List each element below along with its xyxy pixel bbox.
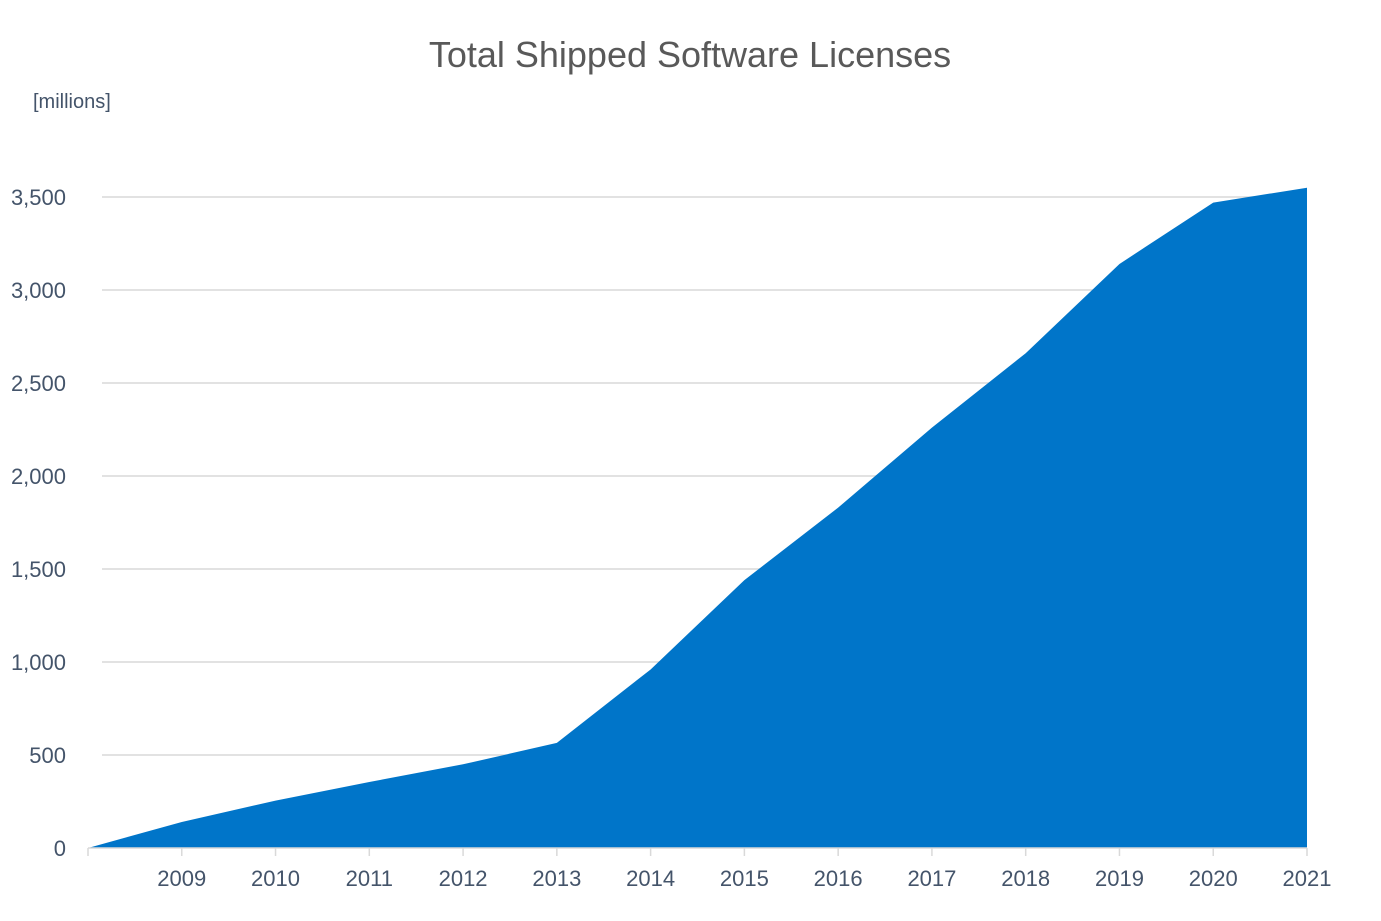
x-tick-label: 2009: [157, 866, 206, 891]
x-tick-label: 2012: [439, 866, 488, 891]
y-tick-label: 2,000: [11, 464, 66, 489]
x-tick-label: 2014: [626, 866, 675, 891]
x-tick-label: 2011: [346, 866, 393, 891]
x-tick-label: 2010: [251, 866, 300, 891]
x-tick-label: 2021: [1283, 866, 1332, 891]
x-axis: [87, 847, 1308, 856]
y-tick-label: 2,500: [11, 371, 66, 396]
x-tick-label: 2017: [907, 866, 956, 891]
area-fill: [88, 187, 1307, 848]
x-tick-label: 2019: [1095, 866, 1144, 891]
x-tick-label: 2020: [1189, 866, 1238, 891]
gridlines: [102, 196, 1307, 756]
area-series: [88, 187, 1307, 848]
y-axis-ticks: 0 500 1,000 1,500 2,000 2,500 3,000 3,500: [11, 185, 66, 861]
y-axis-unit-label: [millions]: [33, 91, 111, 113]
y-tick-label: 3,000: [11, 278, 66, 303]
y-tick-label: 500: [29, 743, 66, 768]
x-tick-label: 2016: [814, 866, 863, 891]
x-tick-label: 2013: [532, 866, 581, 891]
x-tick-label: 2018: [1001, 866, 1050, 891]
y-tick-label: 3,500: [11, 185, 66, 210]
x-tick-label: 2015: [720, 866, 769, 891]
x-axis-ticks: 2009 2010 2011 2012 2013 2014 2015 2016 2017 2018…: [157, 866, 1331, 891]
y-tick-label: 1,500: [11, 557, 66, 582]
chart-title: Total Shipped Software Licenses: [429, 34, 951, 75]
y-tick-label: 0: [54, 836, 66, 861]
y-tick-label: 1,000: [11, 650, 66, 675]
